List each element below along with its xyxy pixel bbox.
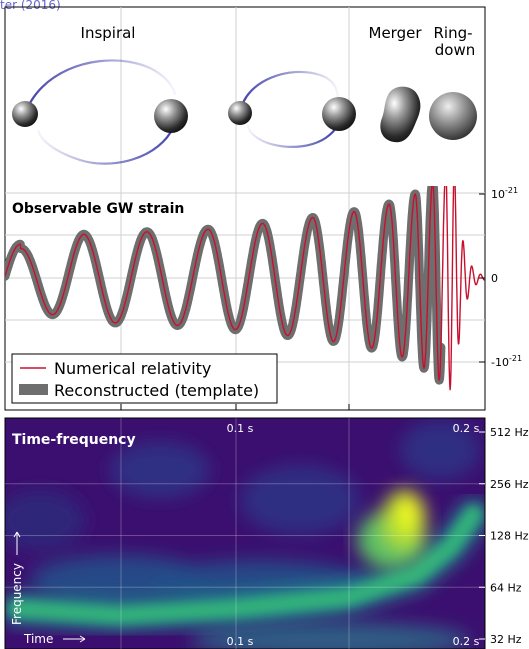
- spectrogram-x-tick-0.2: 0.2 s: [453, 422, 480, 435]
- black-hole-1a: [12, 101, 38, 127]
- spec-y-tick-label-1: 256 Hz: [490, 478, 529, 491]
- spectrogram-xlabel: Time: [23, 632, 86, 646]
- black-hole-2a: [228, 101, 252, 125]
- spectrogram-frame: [4, 417, 486, 649]
- ringdown-remnant: [429, 92, 477, 140]
- spec-y-tick-label-0: 512 Hz: [490, 426, 529, 439]
- legend: Numerical relativity Reconstructed (temp…: [11, 353, 278, 404]
- nr-waveform-line: [5, 186, 485, 391]
- black-hole-2b: [322, 97, 356, 131]
- spectrogram-x-tick-0.1-bottom: 0.1 s: [227, 635, 254, 648]
- spectrogram-y-axis: 512 Hz 256 Hz 128 Hz 64 Hz 32 Hz: [479, 426, 529, 646]
- orbit-illustration-2: [228, 70, 356, 148]
- strain-panel-title: Observable GW strain: [12, 201, 184, 217]
- legend-label-nr: Numerical relativity: [54, 359, 211, 378]
- spectrogram-x-tick-0.2-bottom: 0.2 s: [453, 635, 480, 648]
- strain-y-tick-label-2: -10-21: [491, 354, 522, 369]
- legend-swatch-template: [19, 384, 48, 395]
- spec-y-tick-label-4: 32 Hz: [490, 633, 522, 646]
- spectrogram-gridlines: [5, 418, 485, 649]
- strain-y-tick-label-0: 10-21: [491, 186, 518, 201]
- spectrogram-ylabel-arrowhead: [13, 531, 21, 538]
- black-hole-1b: [154, 99, 188, 133]
- strain-y-tick-label-1: 0: [491, 272, 498, 285]
- spectrogram-xlabel-text: Time: [23, 632, 53, 646]
- strain-y-axis: 10-21 0 -10-21: [479, 186, 522, 369]
- stage-inspiral-label: Inspiral: [81, 24, 136, 42]
- spectrogram-ylabel: Frequency: [10, 531, 24, 625]
- legend-box: [11, 353, 278, 404]
- spectrogram-xlabel-arrowhead: [79, 635, 86, 643]
- stage-merger-label: Merger: [369, 24, 423, 42]
- spectrogram: [5, 418, 485, 649]
- spectrogram-title: Time-frequency: [12, 432, 136, 448]
- legend-label-template: Reconstructed (template): [54, 381, 259, 400]
- spectrogram-x-tick-0.1: 0.1 s: [227, 422, 254, 435]
- merger-blob: [380, 86, 421, 143]
- header-fragment: ter (2016): [0, 0, 61, 12]
- stage-ringdown-label-1: Ring-: [433, 24, 472, 42]
- top-panel-frame: [4, 6, 486, 411]
- stage-ringdown-label-2: down: [435, 41, 475, 59]
- spectrogram-ylabel-text: Frequency: [10, 563, 24, 625]
- spec-y-tick-label-3: 64 Hz: [490, 581, 522, 594]
- spec-y-tick-label-2: 128 Hz: [490, 530, 529, 543]
- orbit-illustration-1: [12, 59, 188, 165]
